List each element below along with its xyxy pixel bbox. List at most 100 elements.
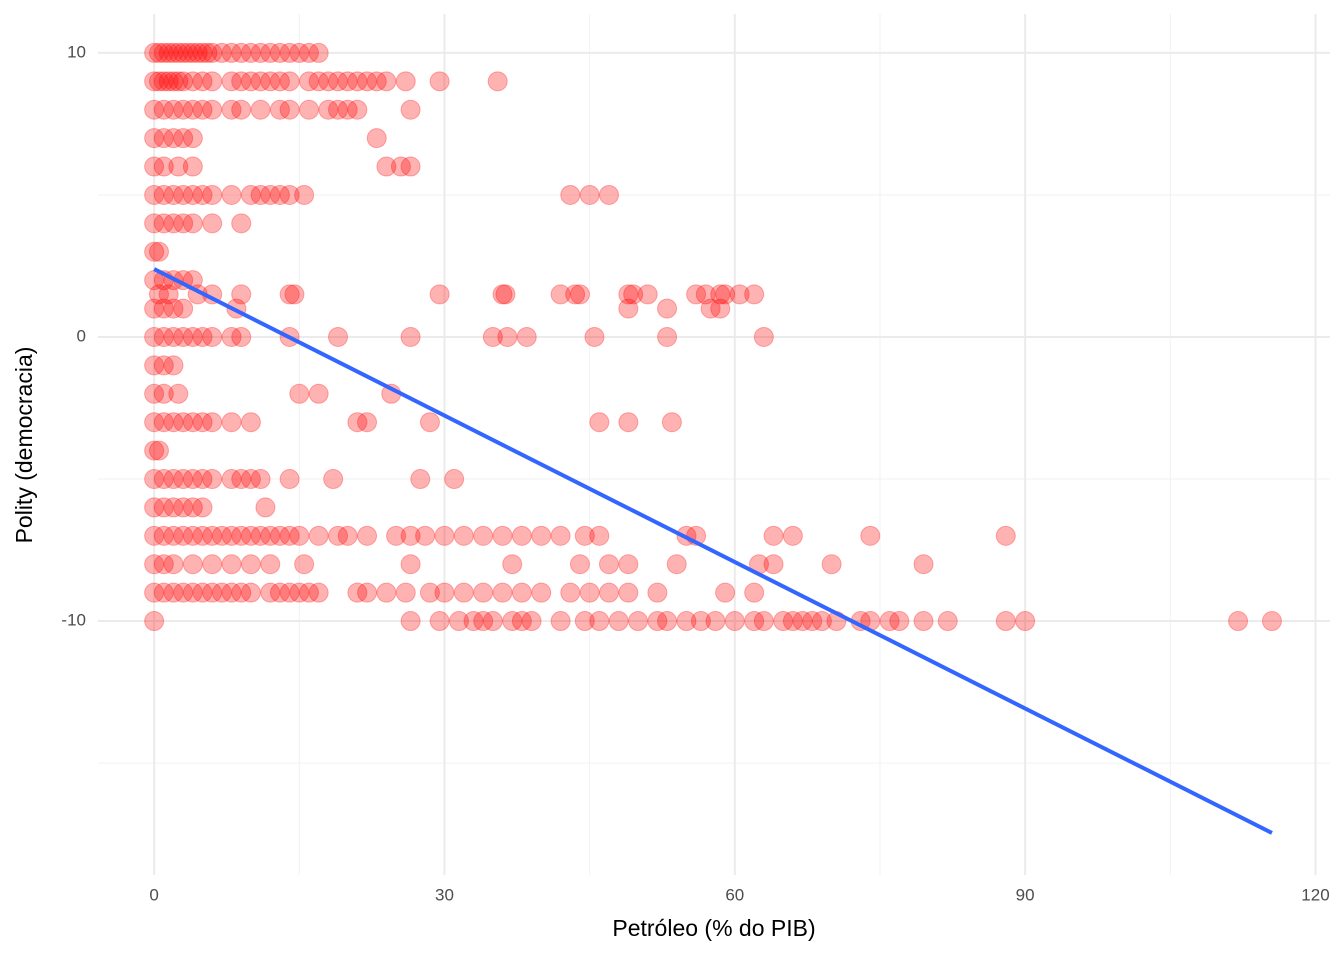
point [482,326,503,347]
point [144,554,165,575]
point [434,525,455,546]
point [598,554,619,575]
point [173,412,194,433]
point [153,99,174,120]
point [192,326,213,347]
point [337,71,358,92]
point [937,611,958,632]
point [182,128,203,149]
point [148,241,169,262]
point [260,71,281,92]
point [148,71,169,92]
point [647,611,668,632]
point [628,611,649,632]
point [860,525,881,546]
point [144,42,165,63]
point [148,440,169,461]
point [144,525,165,546]
point [182,582,203,603]
point [347,412,368,433]
x-tick-label: 60 [725,885,744,904]
point [308,582,329,603]
point [1015,611,1036,632]
point [153,156,174,177]
point [153,42,174,63]
point [144,326,165,347]
point [337,525,358,546]
point [657,611,678,632]
point [153,298,174,319]
point [144,184,165,205]
point [163,525,184,546]
point [328,525,349,546]
point [231,71,252,92]
y-axis-title: Polity (democracia) [11,347,37,544]
point [516,326,537,347]
point [163,582,184,603]
point [710,298,731,319]
point [144,99,165,120]
point [279,71,300,92]
point [153,184,174,205]
point [144,611,165,632]
fit-line [153,267,1273,835]
point [715,284,736,305]
point [811,611,832,632]
point [173,184,194,205]
point [453,525,474,546]
point [531,525,552,546]
point [182,525,203,546]
point [221,326,242,347]
point [323,469,344,490]
point [357,412,378,433]
point [255,497,276,518]
point [153,554,174,575]
point [231,99,252,120]
point [163,71,184,92]
point [240,554,261,575]
point [376,156,397,177]
point [574,525,595,546]
point [357,71,378,92]
point [163,554,184,575]
point [173,582,194,603]
point [400,156,421,177]
point [686,284,707,305]
point [676,611,697,632]
point [153,355,174,376]
point [211,525,232,546]
point [153,469,174,490]
y-tick-label: 10 [67,42,86,61]
point [647,582,668,603]
point [308,383,329,404]
point [231,284,252,305]
point [419,582,440,603]
point [690,611,711,632]
point [221,184,242,205]
point [579,582,600,603]
point [163,355,184,376]
point [444,469,465,490]
point [463,611,484,632]
point [279,42,300,63]
point [269,71,290,92]
point [153,71,174,92]
point [240,42,261,63]
point [158,284,179,305]
point [168,42,189,63]
point [221,412,242,433]
point [289,383,310,404]
point [202,469,223,490]
point [240,71,261,92]
point [419,412,440,433]
point [395,582,416,603]
grid [98,14,1330,875]
point [366,128,387,149]
point [328,99,349,120]
point [376,71,397,92]
point [724,611,745,632]
point [744,284,765,305]
point [279,469,300,490]
point [400,554,421,575]
point [386,525,407,546]
